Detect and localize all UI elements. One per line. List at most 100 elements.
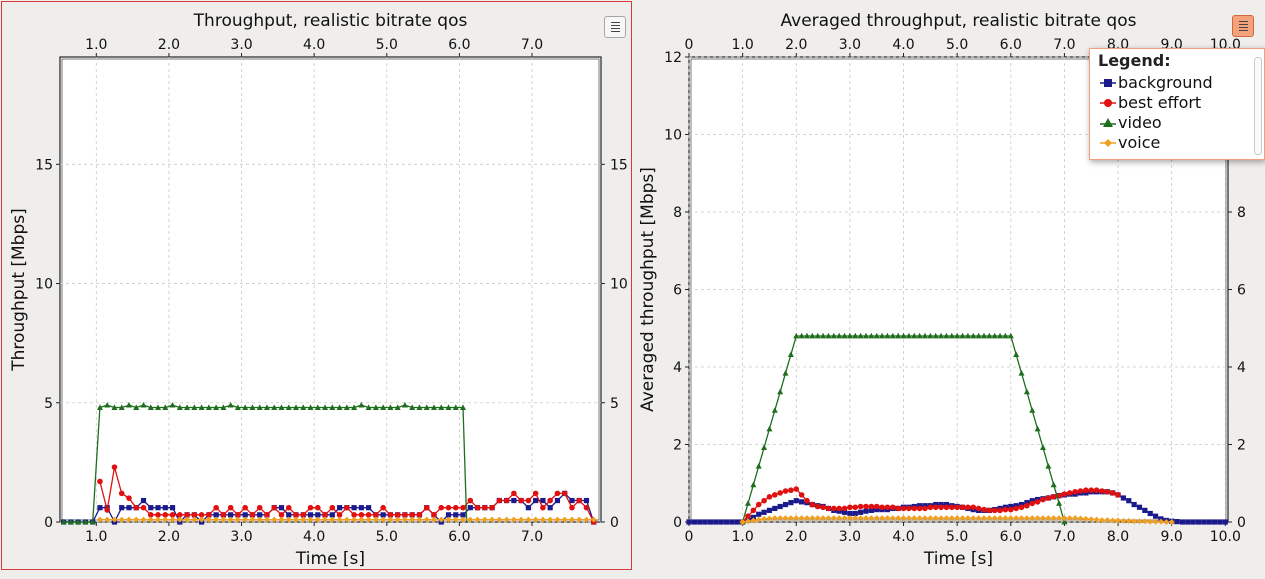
data-point <box>981 506 987 513</box>
data-point <box>118 404 125 410</box>
data-point <box>133 404 140 410</box>
data-point <box>803 332 810 339</box>
data-point <box>884 515 891 522</box>
series-best-effort <box>97 464 597 525</box>
data-point <box>394 512 401 518</box>
data-point <box>1023 388 1030 395</box>
legend-label: video <box>1118 113 1162 132</box>
y-tick-label: 6 <box>673 283 682 299</box>
data-point <box>256 404 263 410</box>
data-point <box>1104 517 1111 524</box>
data-point <box>1066 490 1073 496</box>
data-point <box>975 515 982 522</box>
data-point <box>452 504 459 511</box>
data-point <box>315 512 321 518</box>
data-point <box>423 516 430 523</box>
legend-scrollbar[interactable] <box>1254 57 1262 155</box>
data-point <box>788 487 794 494</box>
data-point <box>372 404 379 410</box>
data-point <box>227 516 234 523</box>
data-point <box>343 516 350 523</box>
data-point <box>852 515 859 522</box>
data-point <box>1050 481 1057 488</box>
x-axis-label: Time [s] <box>923 549 993 569</box>
data-point <box>744 500 751 506</box>
legend-label: background <box>1118 73 1213 92</box>
x-tick-label: 4.0 <box>892 529 914 545</box>
data-point <box>927 515 934 522</box>
data-point <box>777 388 784 395</box>
data-point <box>857 515 864 522</box>
series-video <box>60 401 468 525</box>
data-point <box>879 515 886 522</box>
data-point <box>380 516 387 523</box>
y-axis-label: Throughput [Mbps] <box>9 208 29 372</box>
data-point <box>1147 518 1154 525</box>
data-point <box>1045 495 1052 501</box>
data-point <box>366 505 372 511</box>
data-point <box>809 501 816 508</box>
data-point <box>862 332 869 339</box>
data-point <box>1136 504 1143 510</box>
data-point <box>1168 519 1175 525</box>
data-point <box>576 497 583 504</box>
data-point <box>744 518 751 525</box>
data-point <box>750 507 757 514</box>
data-point <box>67 518 74 525</box>
data-point <box>1163 519 1170 525</box>
data-point <box>890 504 896 511</box>
data-point <box>772 492 778 498</box>
data-point <box>798 515 805 522</box>
data-point <box>133 516 140 523</box>
data-point <box>416 516 423 523</box>
data-point <box>761 515 768 522</box>
data-point <box>242 404 249 410</box>
data-point <box>452 404 459 410</box>
data-point <box>825 505 832 512</box>
data-point <box>814 332 821 339</box>
x-tick-label-top: 7.0 <box>521 37 543 53</box>
data-point <box>1088 516 1095 523</box>
data-point <box>782 501 789 508</box>
legend-toggle-button-left[interactable] <box>604 16 626 38</box>
data-point <box>852 510 858 517</box>
data-point <box>1185 519 1191 525</box>
data-point <box>191 404 198 410</box>
x-tick-label: 7.0 <box>1053 529 1075 545</box>
data-point <box>686 519 692 525</box>
x-tick-label: 2.0 <box>158 529 180 545</box>
data-point <box>921 332 928 339</box>
data-point <box>184 512 190 518</box>
data-point <box>1088 487 1095 494</box>
data-point <box>380 404 387 410</box>
data-point <box>380 512 386 518</box>
x-tick-label-top: 5.0 <box>946 37 968 53</box>
data-point <box>761 444 768 450</box>
data-point <box>453 512 459 518</box>
data-point <box>847 504 853 511</box>
data-point <box>825 515 832 522</box>
square-marker-icon <box>1100 78 1116 87</box>
data-point <box>884 332 891 339</box>
data-point <box>836 332 843 339</box>
x-tick-label: 5.0 <box>946 529 968 545</box>
data-point <box>841 515 848 522</box>
data-point <box>980 332 987 339</box>
x-tick-label-top: 4.0 <box>892 37 914 53</box>
y-tick-label-right: 0 <box>610 515 619 531</box>
series-voice <box>739 515 1175 525</box>
data-point <box>1045 515 1052 522</box>
data-point <box>916 515 923 522</box>
data-point <box>119 505 125 511</box>
data-point <box>409 404 416 410</box>
y-tick-label-right: 6 <box>1237 283 1246 299</box>
data-point <box>213 512 219 518</box>
y-tick-label-right: 8 <box>1237 205 1246 221</box>
data-point <box>314 404 321 410</box>
data-point <box>264 512 270 518</box>
data-point <box>820 515 827 522</box>
legend-toggle-button-right[interactable] <box>1232 15 1254 37</box>
data-point <box>547 516 554 523</box>
data-point <box>285 516 292 523</box>
x-tick-label: 2.0 <box>785 529 807 545</box>
